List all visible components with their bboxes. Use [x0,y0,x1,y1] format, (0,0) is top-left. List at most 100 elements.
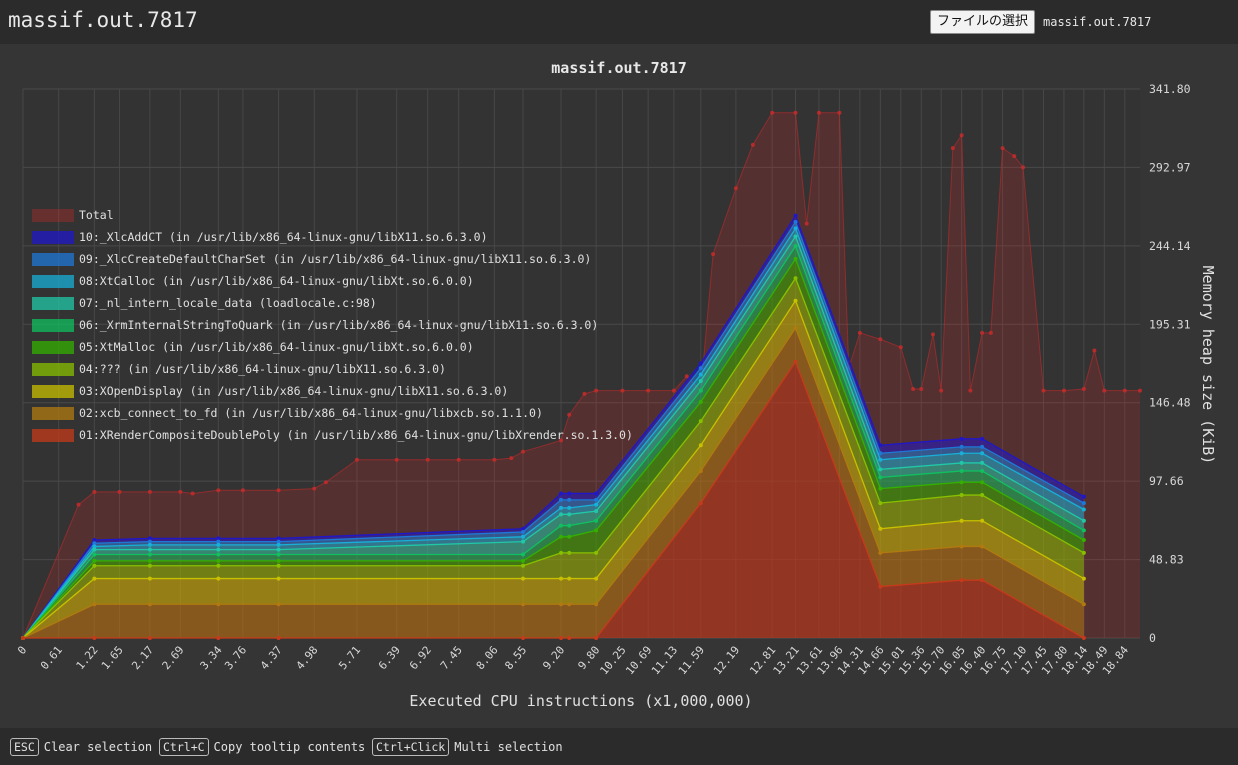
layer-area-10 [23,215,1084,638]
legend-label: 08:XtCalloc (in /usr/lib/x86_64-linux-gn… [79,274,474,288]
layer-point [698,379,703,384]
footer-hints: ESC Clear selection Ctrl+C Copy tooltip … [0,728,1238,765]
hint-multi-selection: Ctrl+Click Multi selection [372,738,563,756]
total-point [733,186,738,191]
layer-point [567,497,572,502]
total-point [312,486,317,491]
hint-label: Copy tooltip contents [213,740,366,754]
total-point [930,332,935,337]
layer-point [216,558,221,563]
layer-point [216,542,221,547]
layer-point [878,486,883,491]
legend-item-layer-5[interactable]: 05:XtMalloc (in /usr/lib/x86_64-linux-gn… [32,336,633,358]
layer-point [1081,636,1086,640]
x-tick-label: 4.37 [258,644,285,673]
legend-item-layer-7[interactable]: 07:_nl_intern_locale_data (loadlocale.c:… [32,292,633,314]
layer-point [276,542,281,547]
layer-point [1081,507,1086,512]
total-point [804,221,809,226]
layer-point [559,576,564,581]
legend-item-layer-6[interactable]: 06:_XrmInternalStringToQuark (in /usr/li… [32,314,633,336]
layer-point [92,576,97,581]
legend-item-layer-10[interactable]: 10:_XlcAddCT (in /usr/lib/x86_64-linux-g… [32,226,633,248]
layer-point [216,602,221,607]
layer-point [594,491,599,496]
layer-point [793,359,798,364]
layer-point [878,457,883,462]
layer-point [1081,518,1086,523]
total-point [878,337,883,342]
layer-point [147,536,152,541]
chart-legend[interactable]: Total 10:_XlcAddCT (in /usr/lib/x86_64-li… [32,204,633,446]
legend-item-total[interactable]: Total [32,204,633,226]
x-tick-label: 6.92 [407,644,434,673]
chart-title: massif.out.7817 [551,59,686,77]
total-point [456,457,461,462]
layer-point [92,541,97,546]
layer-point [559,523,564,528]
legend-item-layer-1[interactable]: 01:XRenderCompositeDoublePoly (in /usr/l… [32,424,633,446]
total-point [911,387,916,392]
total-point [216,488,221,493]
layer-point [92,636,97,640]
layer-point [698,372,703,377]
layer-point [980,544,985,549]
x-tick-label: 10.69 [623,644,654,678]
legend-item-layer-8[interactable]: 08:XtCalloc (in /usr/lib/x86_64-linux-gn… [32,270,633,292]
layer-point [567,505,572,510]
layer-point [92,538,97,543]
layer-point [698,388,703,393]
layer-point [567,576,572,581]
file-select-button[interactable]: ファイルの選択 [930,10,1036,34]
heap-chart[interactable]: 341.80 292.97 244.14 195.31 146.48 97.66 48.83… [0,44,1238,728]
y-tick-label: 97.66 [1149,474,1184,488]
legend-item-layer-2[interactable]: 02:xcb_connect_to_fd (in /usr/lib/x86_64… [32,402,633,424]
legend-label: 07:_nl_intern_locale_data (loadlocale.c:… [79,296,377,310]
layer-point [698,399,703,404]
total-point [620,388,625,393]
x-tick-label: 10.25 [597,644,628,678]
layer-point [793,326,798,331]
total-point [770,110,775,115]
legend-item-layer-9[interactable]: 09:_XlcCreateDefaultCharSet (in /usr/lib… [32,248,633,270]
legend-label: 05:XtMalloc (in /usr/lib/x86_64-linux-gn… [79,340,474,354]
chart-panel[interactable]: 341.80 292.97 244.14 195.31 146.48 97.66 48.83… [0,44,1238,728]
layer-point [980,451,985,456]
total-point [394,457,399,462]
layer-point [559,602,564,607]
total-point [950,146,955,151]
layer-point [92,563,97,568]
x-axis-label: Executed CPU instructions (x1,000,000) [409,692,752,710]
layer-point [147,552,152,557]
total-point [323,480,328,485]
layer-point [594,502,599,507]
legend-item-layer-3[interactable]: 03:XOpenDisplay (in /usr/lib/x86_64-linu… [32,380,633,402]
layer-point [980,480,985,485]
legend-label: 02:xcb_connect_to_fd (in /usr/lib/x86_64… [79,406,543,420]
layer-point [559,505,564,510]
hint-clear-selection: ESC Clear selection [10,738,152,756]
legend-item-layer-4[interactable]: 04:??? (in /usr/lib/x86_64-linux-gnu/lib… [32,358,633,380]
legend-swatch [32,428,74,442]
layer-point [1081,528,1086,533]
layer-point [276,539,281,544]
layer-point [521,539,526,544]
x-tick-label: 11.13 [649,644,680,678]
layer-point [92,547,97,552]
layer-point [793,226,798,231]
layer-point [147,558,152,563]
x-tick-label: 0 [15,644,29,657]
layer-point [147,547,152,552]
layer-point [559,512,564,517]
layer-point [698,468,703,473]
layer-point [878,550,883,555]
total-point [521,449,526,454]
layer-point [793,276,798,281]
layer-point [878,443,883,448]
total-point [646,388,651,393]
layer-point [521,558,526,563]
layer-point [980,436,985,441]
layer-point [521,602,526,607]
layer-point [959,544,964,549]
hint-key: Ctrl+C [159,738,209,756]
